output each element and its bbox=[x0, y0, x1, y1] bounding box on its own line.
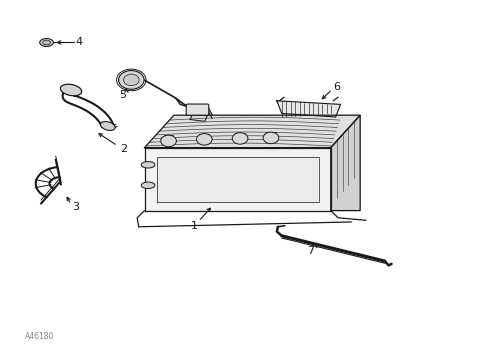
Polygon shape bbox=[145, 115, 360, 148]
Ellipse shape bbox=[141, 162, 155, 168]
Polygon shape bbox=[331, 115, 360, 211]
Text: A46180: A46180 bbox=[24, 332, 54, 341]
Text: 7: 7 bbox=[307, 246, 315, 256]
Polygon shape bbox=[157, 157, 318, 202]
Text: 1: 1 bbox=[191, 221, 198, 231]
Polygon shape bbox=[145, 148, 331, 211]
Text: 6: 6 bbox=[334, 82, 341, 92]
Circle shape bbox=[196, 134, 212, 145]
Circle shape bbox=[123, 74, 139, 86]
Circle shape bbox=[161, 135, 176, 147]
Text: 2: 2 bbox=[120, 144, 127, 154]
Polygon shape bbox=[190, 114, 207, 121]
Text: 3: 3 bbox=[73, 202, 79, 212]
Circle shape bbox=[119, 71, 144, 89]
Ellipse shape bbox=[60, 84, 82, 96]
Circle shape bbox=[232, 133, 248, 144]
FancyBboxPatch shape bbox=[186, 104, 209, 115]
Ellipse shape bbox=[141, 182, 155, 189]
Text: 5: 5 bbox=[119, 90, 126, 100]
Ellipse shape bbox=[43, 40, 50, 45]
Ellipse shape bbox=[100, 122, 115, 130]
Circle shape bbox=[263, 132, 279, 144]
Text: 4: 4 bbox=[75, 37, 82, 48]
Ellipse shape bbox=[40, 39, 53, 46]
Polygon shape bbox=[277, 101, 341, 117]
